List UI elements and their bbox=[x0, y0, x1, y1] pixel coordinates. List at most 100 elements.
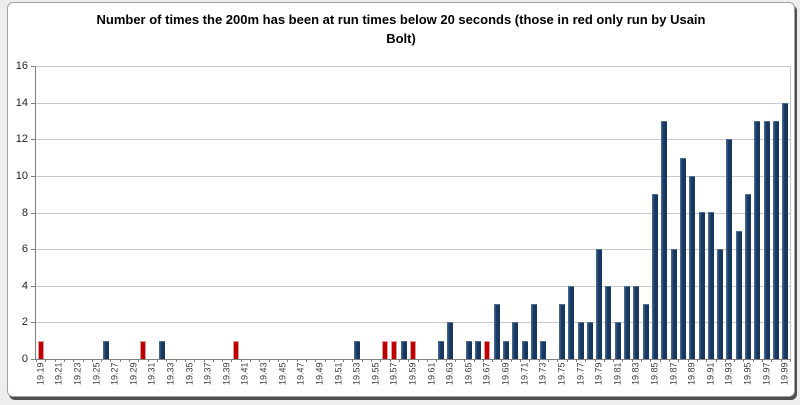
x-axis-tick bbox=[334, 359, 335, 362]
gridline-y-16 bbox=[36, 66, 790, 67]
x-axis-tick bbox=[352, 359, 353, 362]
x-axis-label-19.25: 19.25 bbox=[91, 362, 102, 386]
x-axis-label-19.31: 19.31 bbox=[146, 362, 157, 386]
x-axis-tick bbox=[231, 359, 232, 362]
x-axis-tick bbox=[204, 359, 205, 362]
x-axis-tick bbox=[548, 359, 549, 362]
x-axis-label-19.81: 19.81 bbox=[612, 362, 623, 386]
x-axis-tick bbox=[325, 359, 326, 362]
x-axis-label-19.73: 19.73 bbox=[537, 362, 548, 386]
y-axis-label-10: 10 bbox=[15, 170, 28, 182]
x-axis-label-19.67: 19.67 bbox=[481, 362, 492, 386]
x-axis-tick bbox=[278, 359, 279, 362]
bar-19.86 bbox=[661, 121, 667, 359]
x-axis-label-19.45: 19.45 bbox=[277, 362, 288, 386]
x-axis-tick bbox=[213, 359, 214, 362]
x-axis-tick bbox=[408, 359, 409, 362]
x-axis-tick bbox=[492, 359, 493, 362]
bar-19.69 bbox=[503, 341, 509, 359]
bar-19.78 bbox=[587, 322, 593, 359]
bar-19.80 bbox=[605, 286, 611, 359]
x-axis-label-19.55: 19.55 bbox=[370, 362, 381, 386]
x-axis-tick bbox=[343, 359, 344, 362]
x-axis-label-19.85: 19.85 bbox=[649, 362, 660, 386]
gridline-y-10 bbox=[36, 176, 790, 177]
x-axis-label-19.89: 19.89 bbox=[686, 362, 697, 386]
x-axis-tick bbox=[576, 359, 577, 362]
bar-19.57 bbox=[391, 341, 397, 359]
x-axis-tick bbox=[92, 359, 93, 362]
bar-19.93 bbox=[726, 139, 732, 359]
x-axis-tick bbox=[455, 359, 456, 362]
x-axis-tick bbox=[418, 359, 419, 362]
x-axis-tick bbox=[110, 359, 111, 362]
bar-19.90 bbox=[699, 212, 705, 359]
x-axis-tick bbox=[315, 359, 316, 362]
bar-19.73 bbox=[540, 341, 546, 359]
x-axis-tick bbox=[753, 359, 754, 362]
y-axis-tick bbox=[31, 249, 35, 250]
x-axis-tick bbox=[83, 359, 84, 362]
x-axis-label-19.27: 19.27 bbox=[109, 362, 120, 386]
bar-19.30 bbox=[140, 341, 146, 359]
x-axis-label-19.47: 19.47 bbox=[295, 362, 306, 386]
x-axis-tick bbox=[64, 359, 65, 362]
x-axis-tick bbox=[585, 359, 586, 362]
x-axis-tick bbox=[529, 359, 530, 362]
bar-19.53 bbox=[354, 341, 360, 359]
y-axis-tick bbox=[31, 103, 35, 104]
bar-19.75 bbox=[559, 304, 565, 359]
x-axis-tick bbox=[706, 359, 707, 362]
x-axis-label-19.53: 19.53 bbox=[351, 362, 362, 386]
x-axis-label-19.87: 19.87 bbox=[668, 362, 679, 386]
x-axis-tick bbox=[297, 359, 298, 362]
bar-19.66 bbox=[475, 341, 481, 359]
x-axis-tick bbox=[557, 359, 558, 362]
bar-19.79 bbox=[596, 249, 602, 359]
x-axis-label-19.69: 19.69 bbox=[500, 362, 511, 386]
bar-19.88 bbox=[680, 158, 686, 359]
x-axis-tick bbox=[73, 359, 74, 362]
gridline-y-12 bbox=[36, 139, 790, 140]
x-axis-tick bbox=[138, 359, 139, 362]
x-axis-label-19.95: 19.95 bbox=[742, 362, 753, 386]
gridline-y-14 bbox=[36, 103, 790, 104]
bar-19.89 bbox=[689, 176, 695, 359]
x-axis-tick bbox=[660, 359, 661, 362]
plot-area: 0 2 4 6 8 10 12 14 16 19.19 19.21 19.23 19.25 19.27 1… bbox=[16, 60, 791, 385]
x-axis-tick bbox=[790, 359, 791, 362]
x-axis-tick bbox=[688, 359, 689, 362]
x-axis-tick bbox=[371, 359, 372, 362]
y-axis-label-6: 6 bbox=[21, 243, 28, 255]
x-axis-tick bbox=[539, 359, 540, 362]
x-axis-tick bbox=[166, 359, 167, 362]
x-axis-tick bbox=[567, 359, 568, 362]
x-axis-tick bbox=[101, 359, 102, 362]
x-axis-tick bbox=[269, 359, 270, 362]
bar-19.82 bbox=[624, 286, 630, 359]
x-axis-tick bbox=[669, 359, 670, 362]
x-axis-tick bbox=[762, 359, 763, 362]
bar-19.56 bbox=[382, 341, 388, 359]
x-axis-label-19.35: 19.35 bbox=[184, 362, 195, 386]
x-axis-tick bbox=[595, 359, 596, 362]
x-axis-tick bbox=[743, 359, 744, 362]
y-axis-tick bbox=[31, 139, 35, 140]
bar-19.65 bbox=[466, 341, 472, 359]
bar-19.94 bbox=[736, 231, 742, 359]
x-axis-label-19.61: 19.61 bbox=[426, 362, 437, 386]
x-axis-label-19.33: 19.33 bbox=[165, 362, 176, 386]
x-axis-tick bbox=[380, 359, 381, 362]
x-axis-label-19.91: 19.91 bbox=[705, 362, 716, 386]
bar-19.71 bbox=[522, 341, 528, 359]
x-axis-label-19.21: 19.21 bbox=[53, 362, 64, 386]
y-axis-label-0: 0 bbox=[21, 353, 28, 365]
x-axis-label-19.19: 19.19 bbox=[35, 362, 46, 386]
x-axis-tick bbox=[287, 359, 288, 362]
x-axis-tick bbox=[464, 359, 465, 362]
x-axis-tick bbox=[501, 359, 502, 362]
y-axis-tick bbox=[31, 176, 35, 177]
bar-19.62 bbox=[438, 341, 444, 359]
bar-19.76 bbox=[568, 286, 574, 359]
y-axis-tick bbox=[31, 286, 35, 287]
